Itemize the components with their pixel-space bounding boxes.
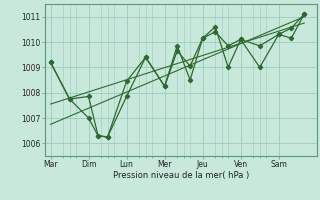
X-axis label: Pression niveau de la mer( hPa ): Pression niveau de la mer( hPa ) bbox=[113, 171, 249, 180]
